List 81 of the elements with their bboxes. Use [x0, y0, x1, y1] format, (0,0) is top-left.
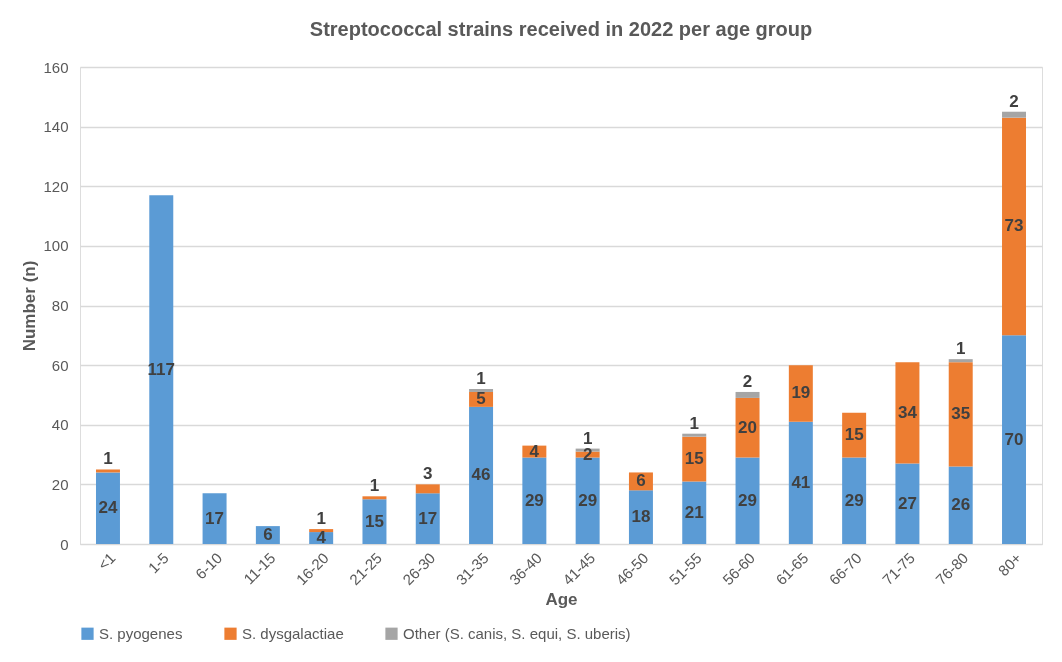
data-label: 1	[476, 368, 486, 388]
data-label: 34	[897, 402, 918, 422]
bar	[842, 457, 867, 544]
data-label: 21	[684, 502, 704, 522]
legend-label: Other (S. canis, S. equi, S. uberis)	[403, 624, 631, 642]
data-label: 2	[742, 371, 753, 391]
y-tick-label: 120	[43, 177, 69, 195]
bar	[309, 529, 334, 533]
data-label: 4	[316, 528, 327, 548]
data-label: 29	[738, 490, 757, 510]
data-label: 15	[844, 425, 864, 445]
data-label: 18	[631, 507, 651, 527]
bar	[895, 463, 920, 544]
y-tick-label: 140	[43, 118, 69, 136]
data-label: 29	[844, 490, 864, 510]
x-axis-title: Age	[545, 590, 578, 610]
y-tick-label: 40	[51, 416, 69, 434]
data-label: 5	[476, 389, 486, 409]
bar	[1002, 111, 1027, 118]
data-label: 3	[423, 464, 433, 484]
data-label: 6	[636, 471, 646, 491]
bar	[469, 406, 494, 544]
data-label: 26	[951, 495, 971, 515]
bar	[948, 362, 973, 467]
bar	[682, 433, 707, 437]
data-label: 15	[365, 511, 384, 531]
bar	[1002, 335, 1027, 544]
data-label: 17	[205, 508, 225, 528]
data-label: 24	[98, 498, 118, 518]
bar	[948, 466, 973, 544]
data-label: 20	[738, 417, 757, 437]
chart-title: Streptococcal strains received in 2022 per age group	[309, 18, 813, 40]
bar	[895, 362, 920, 464]
bar	[362, 496, 387, 500]
data-label: 46	[471, 465, 491, 485]
bar	[95, 472, 120, 544]
y-tick-label: 0	[60, 535, 69, 553]
data-label: 1	[689, 413, 699, 433]
bar	[202, 493, 227, 544]
data-label: 27	[897, 493, 917, 513]
legend-label: S. pyogenes	[99, 624, 183, 642]
bar	[682, 481, 707, 544]
data-label: 41	[791, 472, 811, 492]
legend-label: S. dysgalactiae	[242, 624, 344, 642]
data-label: 29	[578, 490, 598, 510]
data-label: 2	[1009, 91, 1019, 111]
data-label: 4	[529, 441, 540, 461]
bar	[788, 421, 813, 544]
data-label: 1	[955, 339, 966, 359]
y-tick-label: 20	[51, 475, 69, 493]
y-tick-label: 100	[43, 237, 69, 255]
y-tick-label: 160	[43, 58, 69, 76]
x-tick-label: 80+	[994, 548, 1025, 580]
data-label: 1	[369, 476, 380, 496]
y-axis-title: Number (n)	[20, 260, 40, 352]
x-tick-label: <1	[94, 549, 119, 574]
data-label: 17	[418, 508, 438, 528]
data-label: 15	[684, 449, 704, 469]
data-label: 35	[951, 404, 971, 424]
bar	[415, 484, 440, 494]
data-label: 70	[1004, 429, 1024, 449]
data-label: 73	[1004, 216, 1024, 236]
bar	[469, 388, 494, 392]
y-tick-label: 60	[51, 356, 69, 374]
bar	[1002, 117, 1027, 336]
data-label: 6	[263, 525, 273, 545]
bar	[149, 195, 174, 544]
x-tick-label: 1-5	[144, 549, 172, 577]
data-label: 1	[103, 449, 113, 469]
data-label: 1	[582, 428, 593, 448]
bar	[735, 457, 760, 544]
bar	[95, 469, 120, 473]
data-label: 29	[524, 490, 544, 510]
data-label: 1	[316, 509, 326, 529]
y-tick-label: 80	[51, 297, 69, 314]
bar	[735, 391, 760, 398]
bar	[788, 365, 813, 422]
bar	[948, 359, 973, 363]
data-label: 19	[791, 383, 811, 403]
bar	[415, 493, 440, 544]
bar	[522, 457, 547, 544]
